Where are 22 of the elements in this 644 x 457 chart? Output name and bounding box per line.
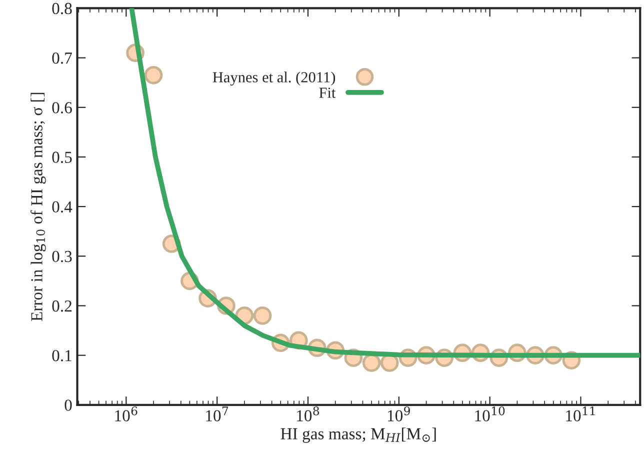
legend-label: Fit (319, 88, 336, 98)
y-axis-title: Error in log$_{10}$ of HI gas mass; σ [] (30, 92, 46, 322)
legend-label: Haynes et al. (2011) (212, 72, 336, 86)
point (362, 354, 381, 372)
x-tick-label: 10$^{9}$ (388, 406, 410, 422)
y-tick-label: 0.8 (52, 2, 72, 14)
x-tick-label: 10$^{6}$ (115, 406, 138, 422)
x-tick-label: 10$^{8}$ (297, 406, 320, 422)
y-tick-label: 0.6 (52, 102, 72, 114)
x-tick-label: 10$^{7}$ (206, 406, 228, 422)
x-tick-label: 10$^{11}$ (566, 406, 595, 422)
y-tick-label: 0.4 (52, 201, 72, 213)
y-tick-label: 0.7 (52, 52, 72, 64)
point (144, 66, 163, 84)
y-tick-label: 0.2 (52, 300, 72, 312)
y-tick-label: 0.3 (52, 250, 72, 262)
y-tick-label: 0.5 (52, 152, 72, 163)
y-tick-label: 0 (64, 400, 72, 411)
y-tick-label: 0.1 (52, 350, 72, 362)
x-tick-label: 10$^{10}$ (475, 406, 505, 422)
point (253, 306, 272, 325)
x-axis-title: HI gas mass; M$_{HI}$[M$_{⊙}$] (280, 428, 436, 443)
